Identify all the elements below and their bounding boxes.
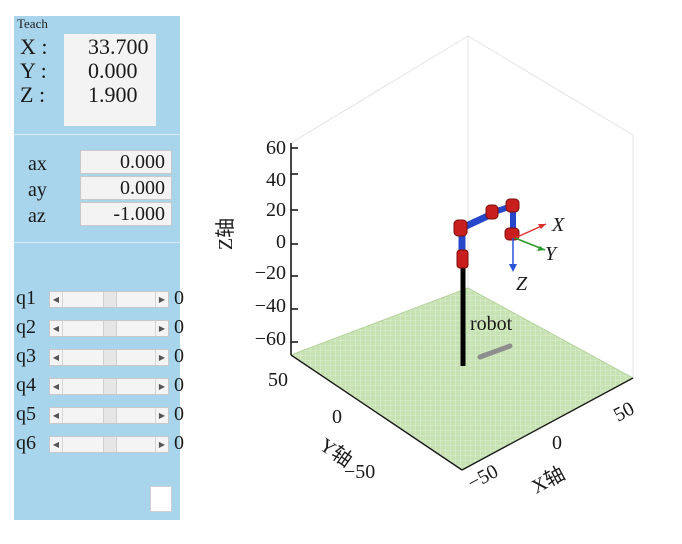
z-label: Z : xyxy=(20,82,46,107)
ay-label: ay xyxy=(28,179,47,201)
joint-label-q4: q4 xyxy=(16,374,36,396)
right-arrow-icon[interactable]: ▶ xyxy=(155,379,168,394)
joint-value-q6: 0 xyxy=(174,432,184,454)
robot-shadow xyxy=(477,343,513,360)
joint-1 xyxy=(456,249,469,269)
slider-thumb[interactable] xyxy=(103,379,117,394)
slider-thumb[interactable] xyxy=(103,350,117,365)
y-tick-label: 50 xyxy=(268,369,288,391)
y-value: 0.000 xyxy=(88,58,138,83)
frame-y-label: Y xyxy=(545,243,558,265)
robot-name-label: robot xyxy=(470,313,513,335)
joint-value-q4: 0 xyxy=(174,374,184,396)
y-label: Y : xyxy=(20,58,47,83)
slider-thumb[interactable] xyxy=(103,321,117,336)
az-value: -1.000 xyxy=(113,203,165,225)
x-tick-label: 50 xyxy=(610,398,638,427)
ay-field[interactable]: 0.000 xyxy=(80,176,172,200)
joint-slider-q6[interactable]: ◀ ▶ xyxy=(49,436,169,453)
z-tick-label: 60 xyxy=(266,137,286,159)
left-arrow-icon[interactable]: ◀ xyxy=(50,408,63,423)
y-tick-label: 0 xyxy=(332,406,342,428)
slider-thumb[interactable] xyxy=(103,408,117,423)
joint-slider-q5[interactable]: ◀ ▶ xyxy=(49,407,169,424)
joint-2 xyxy=(453,219,468,237)
joint-slider-q4[interactable]: ◀ ▶ xyxy=(49,378,169,395)
joint-label-q2: q2 xyxy=(16,316,36,338)
joint-slider-q1[interactable]: ◀ ▶ xyxy=(49,291,169,308)
joint-label-q5: q5 xyxy=(16,403,36,425)
z-tick-label: −20 xyxy=(255,262,286,284)
ax-label: ax xyxy=(28,153,47,175)
z-axis xyxy=(290,143,298,355)
joint-value-q3: 0 xyxy=(174,345,184,367)
joint-value-q2: 0 xyxy=(174,316,184,338)
z-tick-label: 20 xyxy=(266,199,286,221)
frame-z-label: Z xyxy=(516,273,528,295)
joint-4 xyxy=(505,198,520,213)
slider-thumb[interactable] xyxy=(103,292,117,307)
tool-frame xyxy=(509,223,547,272)
x-axis xyxy=(461,377,634,471)
y-tick-label: −50 xyxy=(344,461,375,483)
joint-value-q5: 0 xyxy=(174,403,184,425)
x-axis-label: X轴 xyxy=(528,462,569,498)
right-arrow-icon[interactable]: ▶ xyxy=(155,408,168,423)
left-arrow-icon[interactable]: ◀ xyxy=(50,292,63,307)
joint-label-q6: q6 xyxy=(16,432,36,454)
x-tick-label: 0 xyxy=(552,432,562,454)
joint-label-q1: q1 xyxy=(16,287,36,309)
z-tick-label: 40 xyxy=(266,169,286,191)
slider-thumb[interactable] xyxy=(103,437,117,452)
left-arrow-icon[interactable]: ◀ xyxy=(50,350,63,365)
right-arrow-icon[interactable]: ▶ xyxy=(155,321,168,336)
panel-button[interactable] xyxy=(150,486,172,512)
z-tick-label: −40 xyxy=(255,295,286,317)
z-tick-label: 0 xyxy=(276,231,286,253)
position-readout xyxy=(64,34,156,126)
joint-slider-q2[interactable]: ◀ ▶ xyxy=(49,320,169,337)
z-axis-label: Z轴 xyxy=(214,218,237,250)
ax-value: 0.000 xyxy=(120,151,165,173)
right-arrow-icon[interactable]: ▶ xyxy=(155,437,168,452)
joint-slider-q3[interactable]: ◀ ▶ xyxy=(49,349,169,366)
left-arrow-icon[interactable]: ◀ xyxy=(50,379,63,394)
joint-value-q1: 0 xyxy=(174,287,184,309)
z-tick-label: −60 xyxy=(255,328,286,350)
left-arrow-icon[interactable]: ◀ xyxy=(50,437,63,452)
az-label: az xyxy=(28,205,46,227)
joint-3 xyxy=(485,204,499,220)
z-value: 1.900 xyxy=(88,82,138,107)
y-axis xyxy=(290,354,463,471)
left-arrow-icon[interactable]: ◀ xyxy=(50,321,63,336)
teach-panel: Teach X : 33.700 Y : 0.000 Z : 1.900 ax … xyxy=(14,16,184,520)
joint-label-q3: q3 xyxy=(16,345,36,367)
teach-panel-title: Teach xyxy=(17,16,48,31)
right-arrow-icon[interactable]: ▶ xyxy=(155,350,168,365)
ay-value: 0.000 xyxy=(120,177,165,199)
divider xyxy=(14,242,180,243)
right-arrow-icon[interactable]: ▶ xyxy=(155,292,168,307)
x-label: X : xyxy=(20,34,48,59)
x-value: 33.700 xyxy=(88,34,149,59)
az-field[interactable]: -1.000 xyxy=(80,202,172,226)
ax-field[interactable]: 0.000 xyxy=(80,150,172,174)
divider xyxy=(14,134,180,135)
frame-x-label: X xyxy=(551,214,565,236)
